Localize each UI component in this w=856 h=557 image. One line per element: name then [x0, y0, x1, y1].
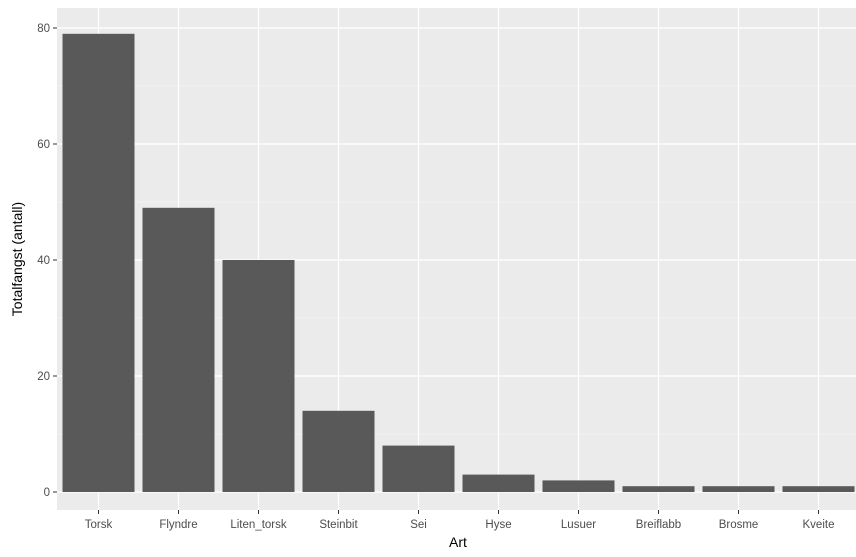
x-tick-label: Flyndre [159, 519, 197, 531]
bar-lusuer [542, 480, 615, 492]
y-tick-label: 80 [37, 23, 50, 35]
x-tick-label: Kveite [803, 519, 835, 531]
bar-torsk [62, 33, 135, 493]
y-tick-label: 60 [37, 139, 50, 151]
bar-sei [382, 445, 455, 492]
y-tick-label: 20 [37, 371, 50, 383]
y-axis-title: Totalfangst (antall) [9, 202, 25, 316]
x-tick-label: Brosme [719, 519, 759, 531]
axes: 0 20 40 60 80 Torsk Flyndre Liten_torsk Steinbit… [37, 23, 834, 531]
x-tick-label: Torsk [85, 519, 113, 531]
bar-steinbit [302, 410, 375, 492]
bar-hyse [462, 474, 535, 492]
y-tick-label: 0 [44, 487, 50, 499]
x-tick-label: Steinbit [319, 519, 358, 531]
bar-brosme [702, 486, 775, 492]
x-tick-label: Breiflabb [636, 519, 681, 531]
x-axis-title: Art [449, 534, 467, 550]
x-tick-label: Sei [410, 519, 427, 531]
bars [62, 33, 855, 493]
bar-liten-torsk [222, 260, 295, 492]
bar-flyndre [142, 207, 215, 493]
bar-kveite [782, 486, 855, 492]
x-tick-label: Lusuer [561, 519, 596, 531]
bar-breiflabb [622, 486, 695, 492]
x-tick-label: Hyse [485, 519, 511, 531]
y-tick-label: 40 [37, 255, 50, 267]
x-tick-label: Liten_torsk [230, 519, 287, 531]
